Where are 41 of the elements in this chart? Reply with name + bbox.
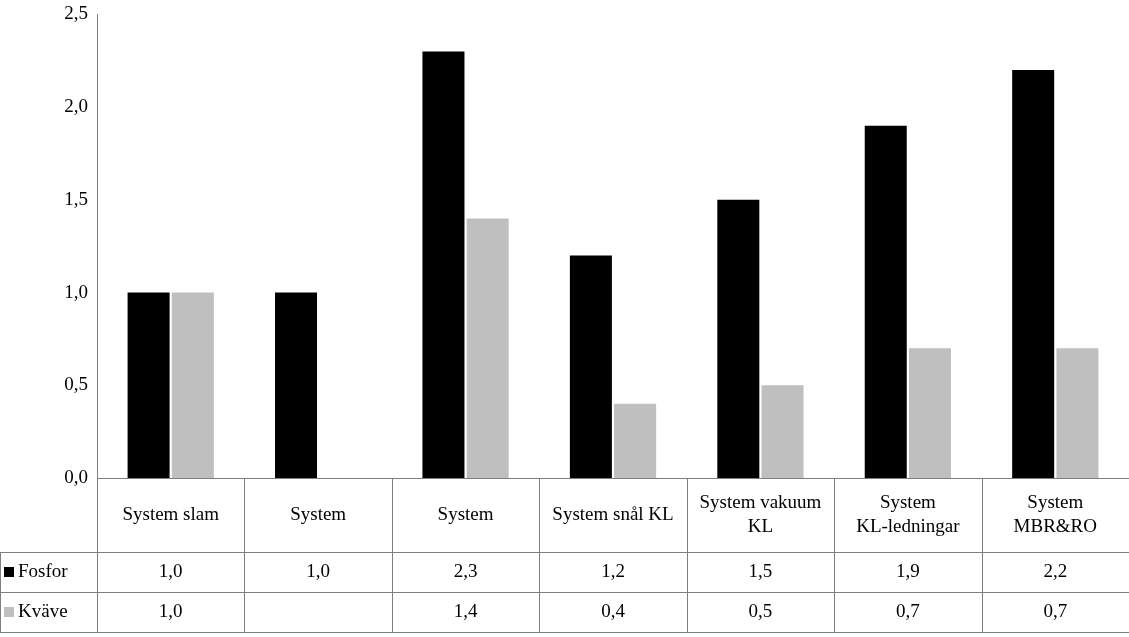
data-label: 1,0 [158,599,183,621]
legend-label: Kväve [18,599,68,621]
data-label: 1,5 [748,559,773,581]
bar [1056,348,1099,478]
bar [569,255,612,478]
bar [422,51,465,478]
data-label: 1,4 [453,599,478,621]
bar [717,199,760,478]
y-tick-label: 1,0 [64,280,88,302]
bar [614,403,657,478]
y-tick-label: 0,0 [64,465,88,487]
data-label: 0,7 [1043,599,1068,621]
bar [466,218,509,478]
x-tick-label: System MBR&RO [1013,490,1097,536]
data-label: 1,2 [601,559,625,581]
data-label: 2,2 [1043,559,1068,581]
bar [908,348,951,478]
data-label: 1,0 [158,559,183,581]
data-label: 0,5 [748,599,773,621]
bar [1012,70,1055,478]
data-label: 1,9 [895,559,920,581]
y-tick-label: 2,0 [64,95,88,117]
bar [761,385,804,478]
bar [275,292,318,478]
y-tick-label: 2,5 [64,2,88,24]
x-tick-label: System [437,502,494,524]
bar [864,125,907,478]
data-label: 0,4 [601,599,626,621]
x-tick-label: System snål KL [552,502,674,524]
data-label: 1,0 [306,559,331,581]
y-tick-label: 0,5 [64,373,88,395]
x-tick-label: System slam [122,502,220,524]
y-tick-label: 1,5 [64,187,88,209]
bar [127,292,170,478]
data-label: 0,7 [895,599,920,621]
x-tick-label: System KL-ledningar [856,490,961,536]
legend-label: Fosfor [18,559,69,581]
x-tick-label: System vakuum KL [699,490,822,536]
x-tick-label: System [290,502,347,524]
data-label: 2,3 [453,559,478,581]
bar [171,292,214,478]
